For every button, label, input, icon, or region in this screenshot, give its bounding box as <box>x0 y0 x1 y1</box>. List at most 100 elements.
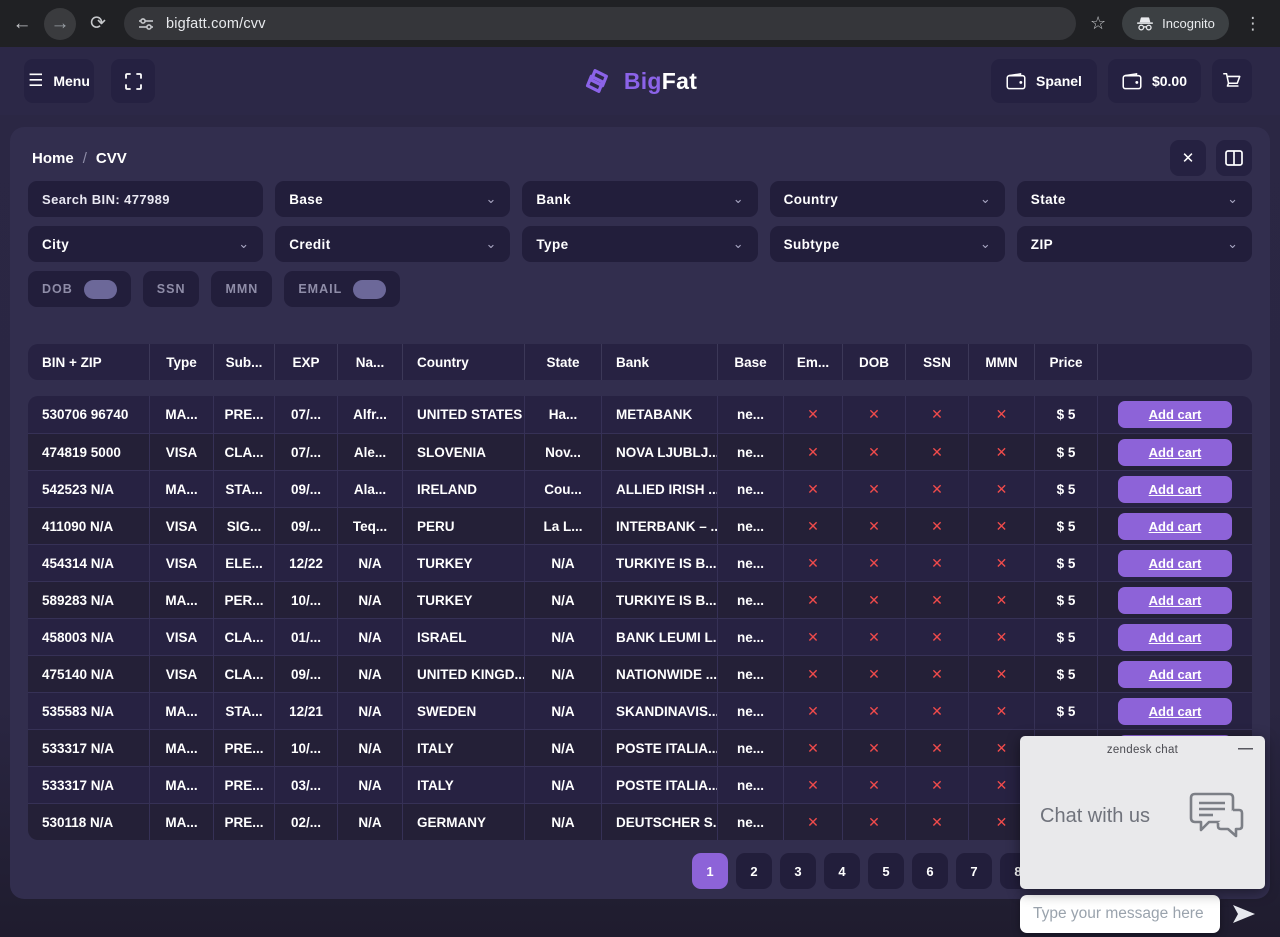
x-mark-icon: ✕ <box>906 396 969 433</box>
menu-label: Menu <box>53 73 90 89</box>
cell-type: MA... <box>150 693 214 729</box>
chat-message-input[interactable] <box>1020 895 1220 933</box>
table-header-row: BIN + ZIP Type Sub... EXP Na... Country State B… <box>28 344 1252 380</box>
bookmark-star-icon[interactable]: ☆ <box>1090 13 1107 33</box>
columns-toggle-button[interactable] <box>1216 140 1252 176</box>
bin-search-input[interactable] <box>42 191 250 207</box>
dropdown-label: Bank <box>536 191 572 207</box>
page-button-2[interactable]: 2 <box>736 853 772 889</box>
filter-dropdown-credit[interactable]: Credit ⌄ <box>275 226 511 262</box>
cell-name: N/A <box>338 693 403 729</box>
filter-dropdown-base[interactable]: Base ⌄ <box>275 181 511 217</box>
cell-action: Add cart <box>1098 693 1252 729</box>
add-cart-button[interactable]: Add cart <box>1118 549 1232 577</box>
cell-name: Teq... <box>338 508 403 544</box>
toggle-switch[interactable] <box>353 279 387 299</box>
add-cart-button[interactable]: Add cart <box>1118 586 1232 614</box>
bin-search-field[interactable] <box>28 181 264 217</box>
filter-dropdown-bank[interactable]: Bank ⌄ <box>522 181 758 217</box>
cell-name: N/A <box>338 582 403 618</box>
add-cart-button[interactable]: Add cart <box>1118 623 1232 651</box>
address-bar[interactable]: bigfatt.com/cvv <box>124 7 1076 40</box>
page-button-1[interactable]: 1 <box>692 853 728 889</box>
x-mark-icon: ✕ <box>843 804 906 840</box>
cell-bin: 533317 N/A <box>28 730 150 766</box>
cell-state: N/A <box>525 804 602 840</box>
filter-dropdown-city[interactable]: City ⌄ <box>28 226 264 262</box>
chevron-down-icon: ⌄ <box>979 236 991 251</box>
dropdown-label: Base <box>289 191 324 207</box>
browser-menu-icon[interactable]: ⋮ <box>1244 13 1262 33</box>
page-button-3[interactable]: 3 <box>780 853 816 889</box>
x-mark-icon: ✕ <box>906 804 969 840</box>
add-cart-button[interactable]: Add cart <box>1118 401 1232 428</box>
page-button-6[interactable]: 6 <box>912 853 948 889</box>
close-icon: ✕ <box>1181 150 1195 167</box>
toggle-filter-email[interactable]: EMAIL <box>284 271 401 307</box>
x-mark-icon: ✕ <box>969 396 1035 433</box>
table-body: 530706 96740 MA... PRE... 07/... Alfr... UNIT… <box>28 396 1252 840</box>
cell-state: N/A <box>525 619 602 655</box>
cell-exp: 09/... <box>275 656 338 692</box>
filter-dropdown-country[interactable]: Country ⌄ <box>769 181 1005 217</box>
forward-icon[interactable]: → <box>44 7 76 40</box>
cell-name: Ala... <box>338 471 403 507</box>
logo[interactable]: BigFat <box>583 65 697 97</box>
cell-type: MA... <box>150 767 214 803</box>
menu-button[interactable]: ☰ Menu <box>24 59 94 103</box>
page-button-5[interactable]: 5 <box>868 853 904 889</box>
spanel-button[interactable]: Spanel <box>991 59 1097 103</box>
page-button-4[interactable]: 4 <box>824 853 860 889</box>
cell-bank: NOVA LJUBLJ... <box>602 434 718 470</box>
cart-button[interactable] <box>1212 59 1252 103</box>
add-cart-button[interactable]: Add cart <box>1118 475 1232 503</box>
add-cart-button[interactable]: Add cart <box>1118 512 1232 540</box>
cell-country: ITALY <box>403 730 525 766</box>
breadcrumb-home[interactable]: Home <box>32 149 74 167</box>
cell-bin: 530706 96740 <box>28 396 150 433</box>
cell-base: ne... <box>718 619 784 655</box>
table-row: 475140 N/A VISA CLA... 09/... N/A UNITED KING… <box>28 655 1252 692</box>
page-button-7[interactable]: 7 <box>956 853 992 889</box>
cell-price: $ 5 <box>1035 582 1098 618</box>
x-mark-icon: ✕ <box>843 730 906 766</box>
table-row: 454314 N/A VISA ELE... 12/22 N/A TURKEY N/A TUR… <box>28 544 1252 581</box>
cell-exp: 02/... <box>275 804 338 840</box>
close-filters-button[interactable]: ✕ <box>1170 140 1206 176</box>
column-header-name: Na... <box>338 344 403 380</box>
x-mark-icon: ✕ <box>906 471 969 507</box>
filter-dropdown-zip[interactable]: ZIP ⌄ <box>1016 226 1252 262</box>
add-cart-button[interactable]: Add cart <box>1118 438 1232 466</box>
x-mark-icon: ✕ <box>843 582 906 618</box>
table-row: 474819 5000 VISA CLA... 07/... Ale... SLOVENI… <box>28 433 1252 470</box>
x-mark-icon: ✕ <box>784 508 843 544</box>
send-icon[interactable] <box>1232 904 1256 924</box>
cell-price: $ 5 <box>1035 656 1098 692</box>
cell-base: ne... <box>718 545 784 581</box>
toggle-filter-ssn[interactable]: SSN <box>142 271 200 307</box>
x-mark-icon: ✕ <box>906 434 969 470</box>
chevron-down-icon: ⌄ <box>1227 191 1238 206</box>
filter-dropdown-type[interactable]: Type ⌄ <box>522 226 758 262</box>
cell-country: PERU <box>403 508 525 544</box>
fullscreen-button[interactable] <box>111 59 155 103</box>
add-cart-button[interactable]: Add cart <box>1118 660 1232 688</box>
site-info-icon[interactable] <box>138 16 154 32</box>
cell-name: N/A <box>338 656 403 692</box>
filter-dropdown-subtype[interactable]: Subtype ⌄ <box>769 226 1005 262</box>
reload-icon[interactable]: ⟳ <box>90 13 106 34</box>
toggle-switch[interactable] <box>83 279 117 299</box>
toggle-filter-dob[interactable]: DOB <box>28 271 131 307</box>
toggle-filter-mmn[interactable]: MMN <box>211 271 273 307</box>
x-mark-icon: ✕ <box>906 656 969 692</box>
back-icon[interactable]: ← <box>12 12 32 34</box>
filter-dropdown-state[interactable]: State ⌄ <box>1016 181 1252 217</box>
cell-name: N/A <box>338 767 403 803</box>
chat-bubbles-icon <box>1189 792 1244 838</box>
balance-button[interactable]: $0.00 <box>1107 59 1201 103</box>
x-mark-icon: ✕ <box>843 656 906 692</box>
cell-name: N/A <box>338 730 403 766</box>
add-cart-button[interactable]: Add cart <box>1118 697 1232 725</box>
cell-country: SWEDEN <box>403 693 525 729</box>
chat-minimize-icon[interactable]: — <box>1238 740 1253 757</box>
